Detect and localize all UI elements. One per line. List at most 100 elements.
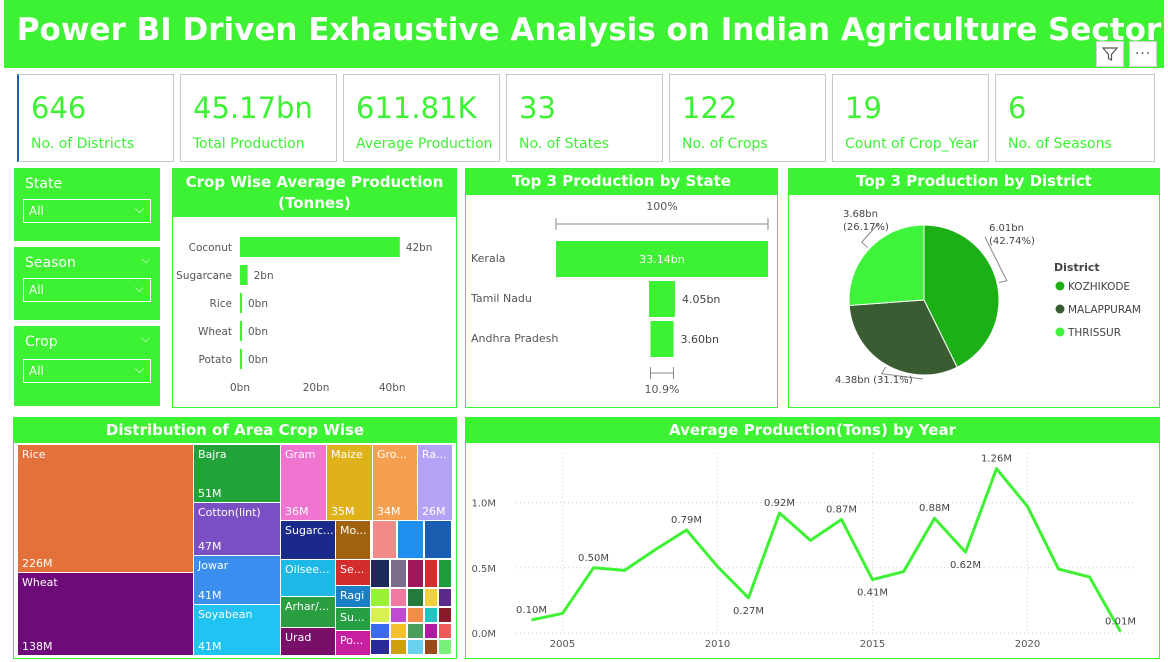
treemap-tile-small[interactable] bbox=[391, 560, 406, 587]
treemap-tile-value: 47M bbox=[198, 540, 222, 553]
kpi-label: Total Production bbox=[193, 136, 305, 152]
season-dropdown[interactable]: All ⌵ bbox=[23, 278, 151, 302]
slicer-collapse-icon[interactable]: ⌵ bbox=[141, 332, 150, 345]
x-tick-label: 20bn bbox=[303, 382, 330, 394]
point-data-label: 0.92M bbox=[764, 498, 795, 509]
point-data-label: 0.27M bbox=[733, 606, 764, 617]
point-data-label: 0.87M bbox=[826, 505, 857, 516]
treemap-tile-small[interactable] bbox=[408, 589, 423, 606]
treemap-tile-label: Wheat bbox=[22, 576, 58, 589]
crop-bar-chart: Coconut 42bn Sugarcane 2bn Rice 0bn Wheat 0bn Po… bbox=[176, 237, 432, 394]
treemap-tile[interactable]: Ra... 26M bbox=[418, 445, 452, 520]
treemap-tile-small[interactable] bbox=[391, 589, 406, 606]
state-dropdown[interactable]: All ⌵ bbox=[23, 199, 151, 223]
treemap-tile-small[interactable] bbox=[439, 560, 451, 587]
treemap-tile[interactable]: Arhar/... bbox=[281, 597, 335, 627]
district-pie-chart: 6.01bn (42.74%) 4.38bn (31.1%) 3.68bn (26.17… bbox=[835, 209, 1141, 386]
treemap-tile-small[interactable] bbox=[408, 560, 423, 587]
treemap-tile-small[interactable] bbox=[408, 608, 423, 622]
treemap-tile-small[interactable] bbox=[439, 589, 451, 606]
treemap-tile[interactable]: Mo... bbox=[336, 521, 370, 559]
state-slicer: State All ⌵ bbox=[14, 168, 160, 241]
funnel-category-label: Tamil Nadu bbox=[470, 292, 532, 305]
treemap-tile-small[interactable] bbox=[373, 521, 396, 558]
treemap-tile-small[interactable] bbox=[391, 640, 406, 654]
treemap-tile-small[interactable] bbox=[371, 608, 389, 622]
filter-button[interactable] bbox=[1096, 41, 1124, 67]
treemap-tile[interactable]: Bajra 51M bbox=[194, 445, 280, 502]
treemap-tile-small[interactable] bbox=[371, 560, 389, 587]
chevron-down-icon: ⌵ bbox=[134, 281, 144, 295]
slicer-title: Crop bbox=[25, 334, 58, 350]
legend-marker bbox=[1055, 281, 1065, 291]
treemap-tile-small[interactable] bbox=[439, 624, 451, 638]
chart-title: Crop Wise Average Production (Tonnes) bbox=[173, 169, 456, 217]
treemap-tile[interactable]: Gram 36M bbox=[281, 445, 326, 520]
treemap-tile-small[interactable] bbox=[425, 624, 437, 638]
point-data-label: 0.79M bbox=[671, 515, 702, 526]
treemap-tile-small[interactable] bbox=[371, 589, 389, 606]
treemap-tile[interactable]: Cotton(lint) 47M bbox=[194, 503, 280, 555]
treemap-tile-small[interactable] bbox=[408, 624, 423, 638]
treemap-tile[interactable]: Rice 226M bbox=[18, 445, 193, 572]
bar bbox=[240, 265, 248, 285]
treemap-tile-label: Su... bbox=[340, 611, 365, 624]
point-data-label: 0.41M bbox=[857, 588, 888, 599]
crop-dropdown[interactable]: All ⌵ bbox=[23, 359, 151, 383]
treemap-tile-small[interactable] bbox=[425, 589, 437, 606]
x-tick-label: 2015 bbox=[860, 639, 885, 650]
treemap-tile-small[interactable] bbox=[425, 521, 451, 558]
treemap-tile[interactable]: Oilsee... bbox=[281, 560, 335, 596]
bar bbox=[240, 237, 400, 257]
point-data-label: 0.62M bbox=[950, 560, 981, 571]
legend-title: District bbox=[1054, 261, 1100, 274]
treemap-tile[interactable]: Soyabean 41M bbox=[194, 605, 280, 655]
more-options-icon: ··· bbox=[1134, 46, 1152, 62]
treemap-tile[interactable]: Su... bbox=[336, 608, 370, 630]
treemap-tile-small[interactable] bbox=[371, 624, 389, 638]
treemap-tile-small[interactable] bbox=[425, 608, 437, 622]
point-data-label: 0.50M bbox=[578, 553, 609, 564]
treemap-tile[interactable]: Sugarc... bbox=[281, 521, 335, 559]
point-data-label: 0.88M bbox=[919, 503, 950, 514]
treemap-tile-small[interactable] bbox=[439, 608, 451, 622]
funnel-top-percent: 100% bbox=[646, 200, 677, 213]
bar-data-label: 0bn bbox=[248, 326, 268, 338]
treemap-tile-label: Gro... bbox=[377, 448, 407, 461]
kpi-card-districts: 646 No. of Districts bbox=[17, 74, 174, 162]
pie-data-label: 4.38bn (31.1%) bbox=[835, 375, 913, 386]
treemap-tile-small[interactable] bbox=[408, 640, 423, 654]
treemap-tile-small[interactable] bbox=[391, 608, 406, 622]
kpi-label: Average Production bbox=[356, 136, 493, 152]
top-district-panel: Top 3 Production by District 6.01bn (42.7… bbox=[788, 168, 1160, 408]
treemap-tile-small[interactable] bbox=[398, 521, 423, 558]
treemap-tile[interactable]: Po... bbox=[336, 631, 370, 655]
kpi-label: No. of States bbox=[519, 136, 609, 152]
treemap-tile-small[interactable] bbox=[371, 640, 389, 654]
treemap-tile[interactable]: Urad bbox=[281, 628, 335, 655]
bar-category-label: Coconut bbox=[189, 242, 232, 254]
point-data-label: 0.10M bbox=[516, 605, 547, 616]
crop-wise-production-panel: Crop Wise Average Production (Tonnes) Co… bbox=[172, 168, 457, 408]
treemap-tile[interactable]: Ragi bbox=[336, 586, 370, 607]
treemap-tile[interactable]: Jowar 41M bbox=[194, 556, 280, 604]
treemap-tile[interactable]: Wheat 138M bbox=[18, 573, 193, 655]
kpi-card-crops: 122 No. of Crops bbox=[669, 74, 826, 162]
treemap-tile[interactable]: Se... bbox=[336, 560, 370, 585]
treemap-tile[interactable]: Gro... 34M bbox=[373, 445, 417, 520]
treemap-tile[interactable]: Maize 35M bbox=[327, 445, 372, 520]
funnel-bar bbox=[649, 281, 675, 317]
funnel-data-label: 4.05bn bbox=[682, 293, 720, 306]
treemap-tile-small[interactable] bbox=[425, 640, 437, 654]
treemap-tile-small[interactable] bbox=[425, 560, 437, 587]
page-title: Power BI Driven Exhaustive Analysis on I… bbox=[16, 12, 1162, 48]
treemap-tile-small[interactable] bbox=[439, 640, 451, 654]
bar-data-label: 2bn bbox=[254, 270, 274, 282]
slicer-collapse-icon[interactable]: ⌵ bbox=[141, 253, 150, 266]
treemap-tile-value: 34M bbox=[377, 505, 401, 518]
treemap-tile-small[interactable] bbox=[391, 624, 406, 638]
kpi-label: Count of Crop_Year bbox=[845, 136, 979, 152]
more-options-button[interactable]: ··· bbox=[1129, 41, 1157, 67]
treemap-tile-label: Soyabean bbox=[198, 608, 253, 621]
treemap-tile-value: 138M bbox=[22, 640, 53, 653]
